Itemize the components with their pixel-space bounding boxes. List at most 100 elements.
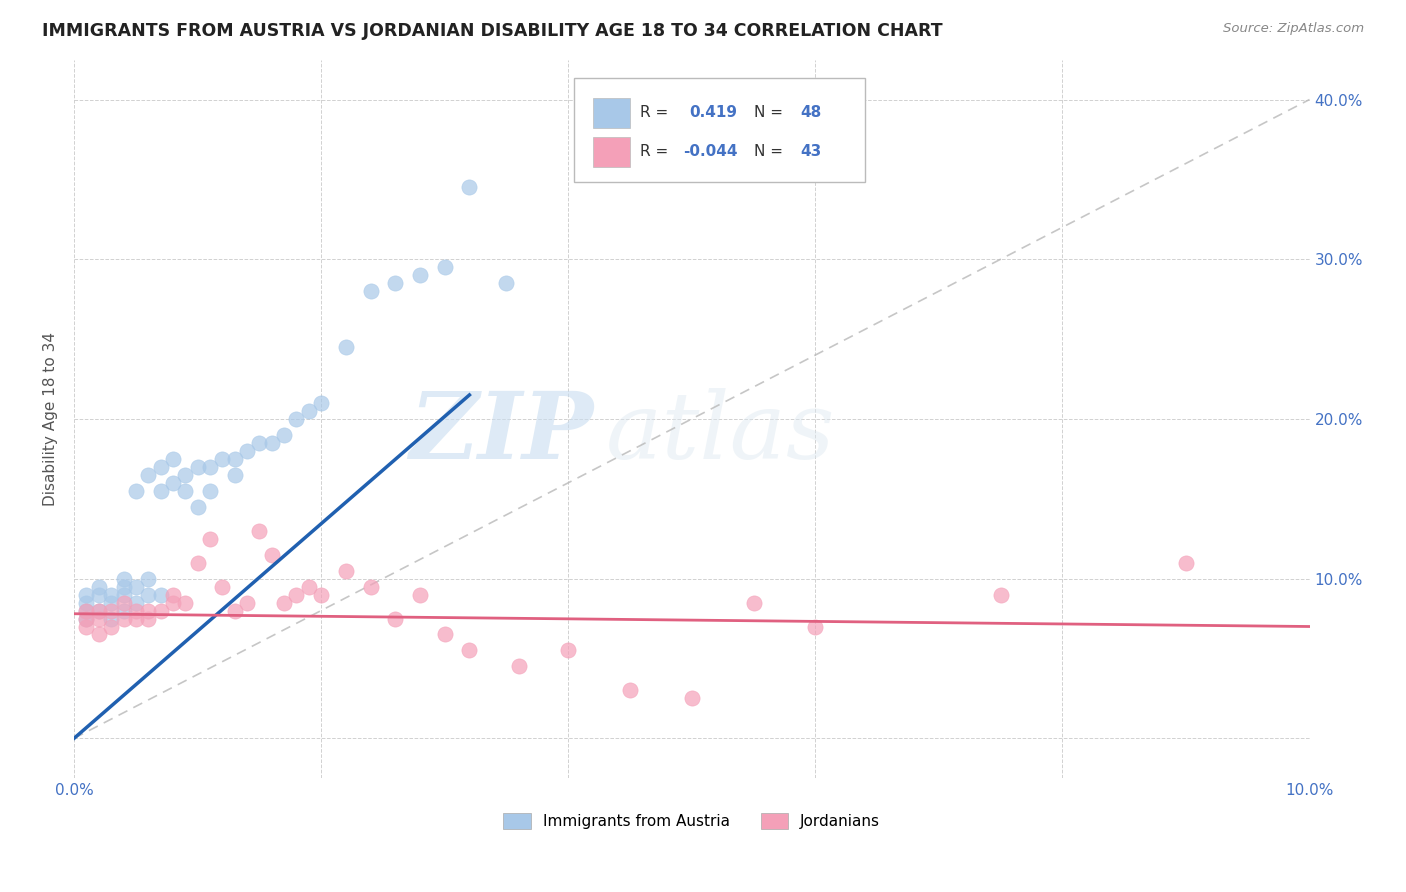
Point [384, 611, 406, 625]
Text: IMMIGRANTS FROM AUSTRIA VS JORDANIAN DISABILITY AGE 18 TO 34 CORRELATION CHART: IMMIGRANTS FROM AUSTRIA VS JORDANIAN DIS… [42, 22, 943, 40]
Point [557, 643, 579, 657]
Point [75, 596, 97, 610]
Point [100, 603, 122, 617]
Point [247, 524, 270, 538]
Point [187, 556, 209, 570]
Point [75, 619, 97, 633]
Point [125, 596, 148, 610]
Text: R =: R = [640, 104, 673, 120]
Point [198, 483, 221, 498]
Point [75, 588, 97, 602]
Point [236, 596, 259, 610]
Point [87, 588, 110, 602]
Text: N =: N = [754, 144, 787, 159]
Point [87, 580, 110, 594]
Legend: Immigrants from Austria, Jordanians: Immigrants from Austria, Jordanians [498, 807, 886, 835]
Point [125, 611, 148, 625]
Point [125, 580, 148, 594]
Point [285, 588, 308, 602]
Point [174, 483, 197, 498]
Point [298, 404, 321, 418]
Point [149, 588, 172, 602]
Point [309, 396, 332, 410]
Point [211, 580, 233, 594]
Point [174, 467, 197, 482]
Point [260, 435, 283, 450]
Point [990, 588, 1012, 602]
Point [100, 588, 122, 602]
Point [75, 603, 97, 617]
Point [198, 459, 221, 474]
Point [260, 548, 283, 562]
Point [112, 588, 135, 602]
Point [75, 603, 97, 617]
Point [236, 443, 259, 458]
Text: -0.044: -0.044 [683, 144, 738, 159]
Point [100, 596, 122, 610]
Point [112, 580, 135, 594]
Point [273, 596, 295, 610]
Point [149, 603, 172, 617]
FancyBboxPatch shape [575, 78, 865, 182]
Point [298, 580, 321, 594]
Point [273, 428, 295, 442]
Point [433, 260, 456, 275]
Point [224, 451, 246, 466]
Point [335, 564, 357, 578]
FancyBboxPatch shape [593, 98, 630, 128]
Y-axis label: Disability Age 18 to 34: Disability Age 18 to 34 [44, 332, 58, 506]
Point [433, 627, 456, 641]
Point [136, 611, 159, 625]
Point [309, 588, 332, 602]
Point [87, 603, 110, 617]
Point [162, 596, 184, 610]
Point [187, 500, 209, 514]
Text: 48: 48 [800, 104, 821, 120]
Point [247, 435, 270, 450]
Point [224, 467, 246, 482]
Point [112, 611, 135, 625]
Text: R =: R = [640, 144, 673, 159]
Point [136, 572, 159, 586]
Text: 0.419: 0.419 [689, 104, 737, 120]
Point [87, 603, 110, 617]
Point [409, 268, 432, 283]
Point [136, 588, 159, 602]
Text: N =: N = [754, 104, 787, 120]
Text: 43: 43 [800, 144, 821, 159]
Text: ZIP: ZIP [409, 388, 593, 478]
Point [211, 451, 233, 466]
Point [136, 603, 159, 617]
Point [174, 596, 197, 610]
FancyBboxPatch shape [593, 136, 630, 167]
Point [149, 459, 172, 474]
Point [100, 619, 122, 633]
Point [409, 588, 432, 602]
Point [458, 643, 481, 657]
Point [149, 483, 172, 498]
Point [125, 483, 148, 498]
Point [285, 412, 308, 426]
Point [335, 340, 357, 354]
Point [495, 276, 517, 290]
Point [360, 284, 382, 298]
Point [162, 451, 184, 466]
Point [681, 691, 703, 706]
Point [100, 611, 122, 625]
Point [112, 596, 135, 610]
Point [87, 611, 110, 625]
Point [162, 588, 184, 602]
Point [162, 475, 184, 490]
Point [804, 619, 827, 633]
Point [458, 180, 481, 194]
Point [75, 611, 97, 625]
Point [742, 596, 765, 610]
Point [136, 467, 159, 482]
Point [224, 603, 246, 617]
Point [384, 276, 406, 290]
Point [112, 572, 135, 586]
Text: atlas: atlas [606, 388, 835, 478]
Point [198, 532, 221, 546]
Point [187, 459, 209, 474]
Point [75, 611, 97, 625]
